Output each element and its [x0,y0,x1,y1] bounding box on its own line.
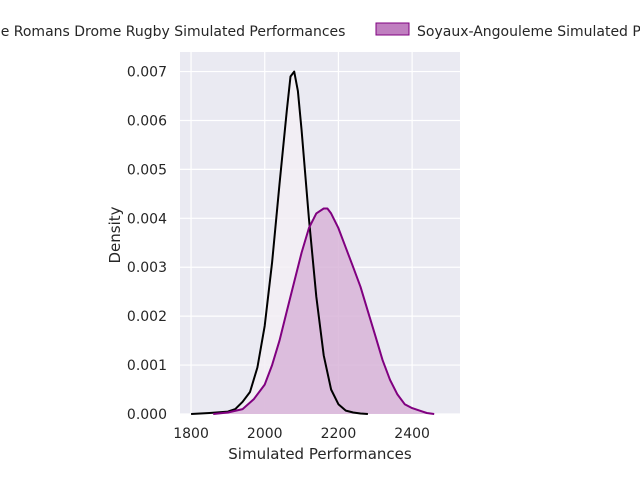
x-tick-label: 2000 [247,426,283,442]
legend-label-soyaux: Soyaux-Angouleme Simulated Pe [417,24,640,40]
density-area-1 [213,208,435,414]
y-axis-label: Density [106,206,124,263]
y-tick-label: 0.006 [127,113,167,129]
density-line-0 [191,70,368,415]
density-line-1 [213,207,435,415]
axis-ticks: 1800 2000 2200 2400 0.000 0.001 0.002 0.003 0.00… [127,65,430,442]
y-tick-label: 0.002 [127,309,167,325]
legend: ce Romans Drome Rugby Simulated Performa… [0,22,640,40]
y-tick-label: 0.003 [127,260,167,276]
y-tick-label: 0.007 [127,65,167,81]
density-area-0 [191,71,368,414]
legend-label-valence: ce Romans Drome Rugby Simulated Performa… [0,24,345,40]
y-tick-label: 0.004 [127,211,167,227]
x-axis-label: Simulated Performances [228,445,412,463]
legend-swatch-soyaux [375,22,410,36]
x-tick-label: 2400 [394,426,430,442]
density-curves [191,70,435,415]
x-tick-label: 2200 [321,426,357,442]
y-tick-label: 0.001 [127,358,167,374]
x-tick-label: 1800 [173,426,209,442]
y-tick-label: 0.005 [127,162,167,178]
y-tick-label: 0.000 [127,407,167,423]
